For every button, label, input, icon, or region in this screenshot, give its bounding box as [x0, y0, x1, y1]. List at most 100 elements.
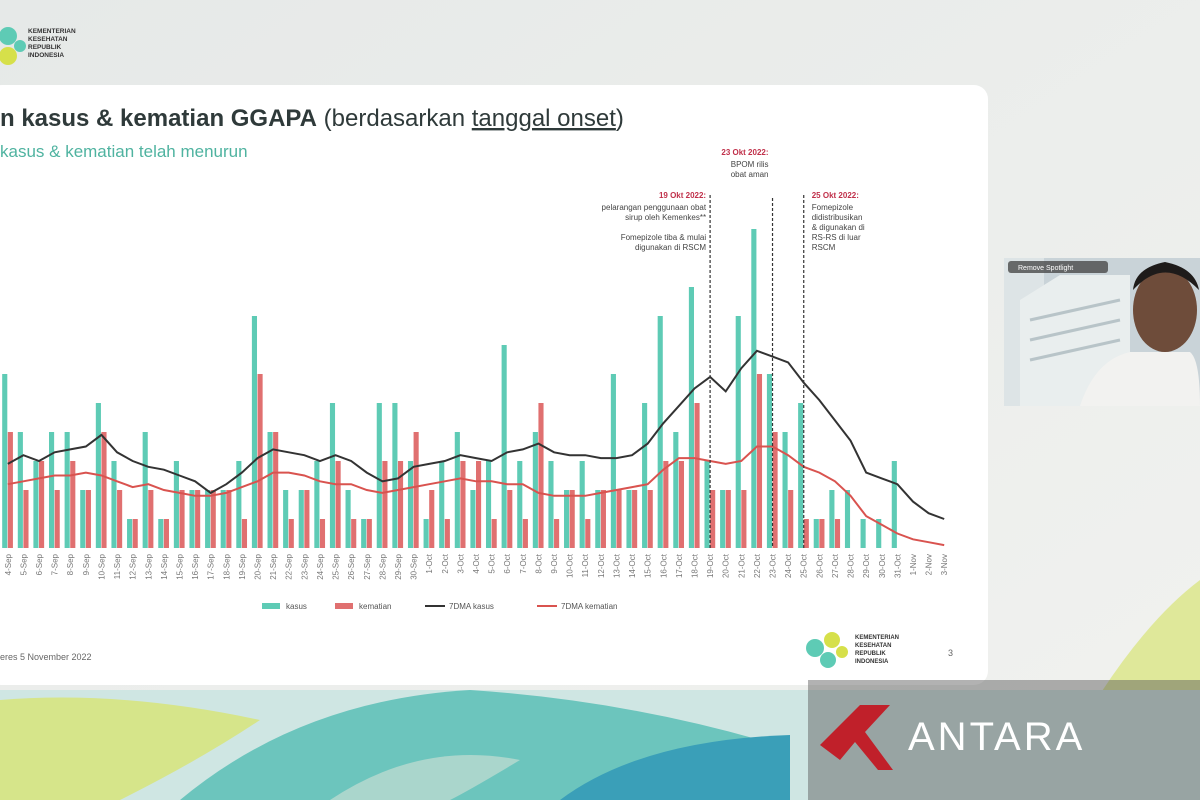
- bar: [407, 461, 414, 548]
- bar: [132, 519, 138, 548]
- x-tick-label: 14-Sep: [160, 553, 169, 579]
- bar: [834, 519, 841, 548]
- bar: [142, 432, 148, 548]
- bar: [205, 490, 211, 548]
- wave: [0, 697, 260, 800]
- x-tick-label: 22-Sep: [285, 553, 294, 579]
- x-tick-label: 18-Oct: [690, 553, 699, 578]
- x-tick-label: 13-Oct: [612, 553, 621, 578]
- bar: [273, 432, 279, 548]
- bar: [423, 519, 429, 548]
- bar: [64, 432, 70, 548]
- bar: [127, 519, 133, 548]
- annotation-text: RS-RS di luar: [812, 233, 861, 242]
- bar: [585, 519, 591, 548]
- logo-line: KEMENTERIAN: [855, 635, 899, 641]
- watermark-logo: [820, 705, 893, 770]
- bar: [741, 490, 747, 548]
- bar: [361, 519, 367, 548]
- x-tick-label: 17-Sep: [207, 553, 216, 579]
- bar: [376, 403, 382, 548]
- annotation-date: 23 Okt 2022:: [721, 148, 768, 157]
- x-tick-label: 5-Oct: [488, 553, 497, 573]
- line: [7, 349, 945, 520]
- x-tick-label: 1-Nov: [909, 554, 918, 575]
- page-number: 3: [948, 648, 953, 658]
- bar: [80, 490, 86, 548]
- bar: [335, 461, 341, 548]
- x-tick-label: 6-Sep: [35, 553, 44, 575]
- bar: [657, 316, 663, 548]
- x-tick-label: 19-Oct: [706, 553, 715, 578]
- bar: [33, 461, 39, 548]
- bar: [548, 461, 554, 548]
- bar: [460, 461, 466, 548]
- bar: [439, 461, 445, 548]
- bar: [673, 432, 679, 548]
- bar: [351, 519, 357, 548]
- annotation-text: BPOM rilis: [731, 160, 769, 169]
- bar: [485, 461, 492, 548]
- bar: [710, 490, 716, 548]
- x-tick-label: 30-Oct: [878, 553, 887, 578]
- annotation-text: sirup oleh Kemenkes**: [625, 213, 706, 222]
- logo-line: INDONESIA: [855, 659, 889, 665]
- x-tick-label: 29-Oct: [862, 553, 871, 578]
- bar: [564, 490, 570, 548]
- annotation-text: didistribusikan: [812, 213, 863, 222]
- bar: [735, 316, 741, 548]
- bar: [819, 519, 825, 548]
- bar: [257, 374, 263, 548]
- x-tick-label: 19-Sep: [238, 553, 247, 579]
- x-tick-label: 3-Oct: [456, 553, 465, 573]
- bar: [241, 519, 248, 548]
- x-tick-label: 17-Oct: [675, 553, 684, 578]
- bar: [476, 461, 482, 548]
- x-tick-label: 2-Oct: [441, 553, 450, 573]
- x-tick-label: 10-Sep: [97, 553, 106, 579]
- annotation-text: digunakan di RSCM: [635, 243, 706, 252]
- x-tick-label: 22-Oct: [753, 553, 762, 578]
- bar: [860, 519, 866, 548]
- line: [7, 445, 945, 547]
- bar: [663, 461, 669, 548]
- logo-line: KEMENTERIAN: [28, 28, 76, 35]
- annotation-text: Fomepizole tiba & mulai: [621, 233, 707, 242]
- x-tick-label: 30-Sep: [410, 553, 419, 579]
- x-tick-label: 5-Sep: [19, 553, 28, 575]
- bar: [579, 461, 585, 548]
- bar: [501, 345, 507, 548]
- slide-title: n kasus & kematian GGAPA (berdasarkan ta…: [0, 105, 624, 132]
- bar: [54, 490, 60, 548]
- bar: [210, 490, 216, 548]
- bar: [329, 403, 336, 548]
- x-tick-label: 31-Oct: [893, 553, 902, 578]
- title-bold: n kasus & kematian GGAPA: [0, 105, 317, 132]
- x-tick-label: 11-Sep: [113, 553, 122, 579]
- x-tick-label: 20-Sep: [254, 553, 263, 579]
- x-tick-label: 15-Oct: [644, 553, 653, 578]
- logo: [0, 27, 26, 65]
- bar: [616, 490, 622, 548]
- title-underline: tanggal onset: [472, 105, 616, 132]
- bar: [788, 490, 794, 548]
- bar: [813, 519, 819, 548]
- bar: [226, 490, 232, 548]
- x-tick-label: 25-Sep: [332, 553, 341, 579]
- bar: [39, 461, 45, 548]
- bar: [163, 519, 169, 548]
- video-tile: [1004, 258, 1200, 406]
- annotation-text: Fomepizole: [812, 203, 854, 212]
- x-tick-label: 24-Oct: [784, 553, 793, 578]
- x-tick-label: 1-Oct: [425, 553, 434, 573]
- bar: [345, 490, 351, 548]
- x-tick-label: 20-Oct: [722, 553, 731, 578]
- x-tick-label: 26-Oct: [815, 553, 824, 578]
- x-tick-label: 23-Sep: [300, 553, 309, 579]
- x-tick-label: 8-Oct: [534, 553, 543, 573]
- bar: [517, 461, 523, 548]
- bar: [7, 432, 13, 548]
- video-label[interactable]: Remove Spotlight: [1018, 265, 1073, 272]
- x-tick-label: 4-Sep: [4, 553, 13, 575]
- bar: [267, 432, 273, 548]
